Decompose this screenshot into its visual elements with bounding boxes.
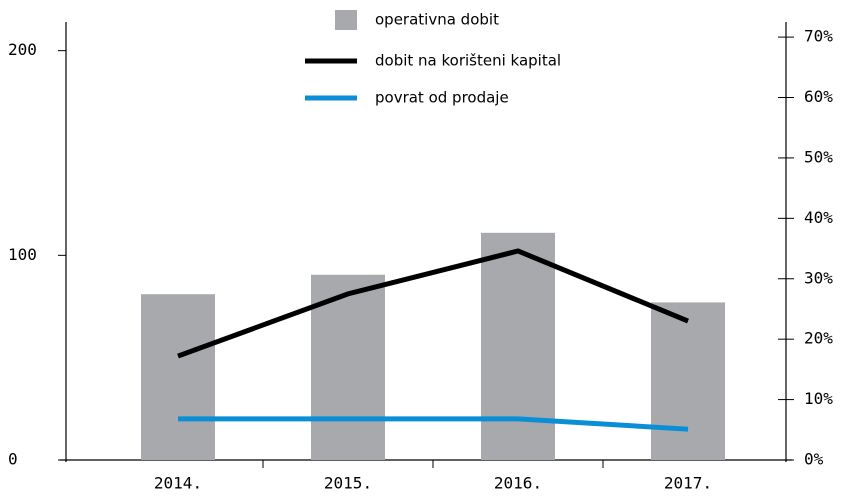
legend-swatch (335, 10, 357, 30)
bar (651, 302, 725, 460)
x-tick-label: 2015. (324, 474, 372, 493)
x-tick-label: 2014. (154, 474, 202, 493)
y2-tick-label: 60% (804, 87, 833, 106)
y2-tick-label: 70% (804, 27, 833, 46)
line (177, 248, 689, 359)
y-tick-label: 200 (8, 40, 37, 59)
legend-label: povrat od prodaje (375, 89, 509, 107)
legend-label: dobit na korišteni kapital (375, 52, 561, 70)
legend-label: operativna dobit (375, 11, 499, 29)
y2-tick-label: 40% (804, 208, 833, 227)
y-tick-label: 100 (8, 245, 37, 264)
y2-tick-label: 10% (804, 389, 833, 408)
bar (141, 294, 215, 460)
x-tick-label: 2017. (664, 474, 712, 493)
y2-tick-label: 50% (804, 147, 833, 166)
y2-tick-label: 30% (804, 268, 833, 287)
y2-tick-label: 0% (804, 450, 824, 469)
bar (311, 274, 385, 460)
x-tick-label: 2016. (494, 474, 542, 493)
y-tick-label: 0 (8, 450, 18, 469)
line (178, 416, 689, 432)
bar (481, 232, 555, 460)
y2-tick-label: 20% (804, 329, 833, 348)
